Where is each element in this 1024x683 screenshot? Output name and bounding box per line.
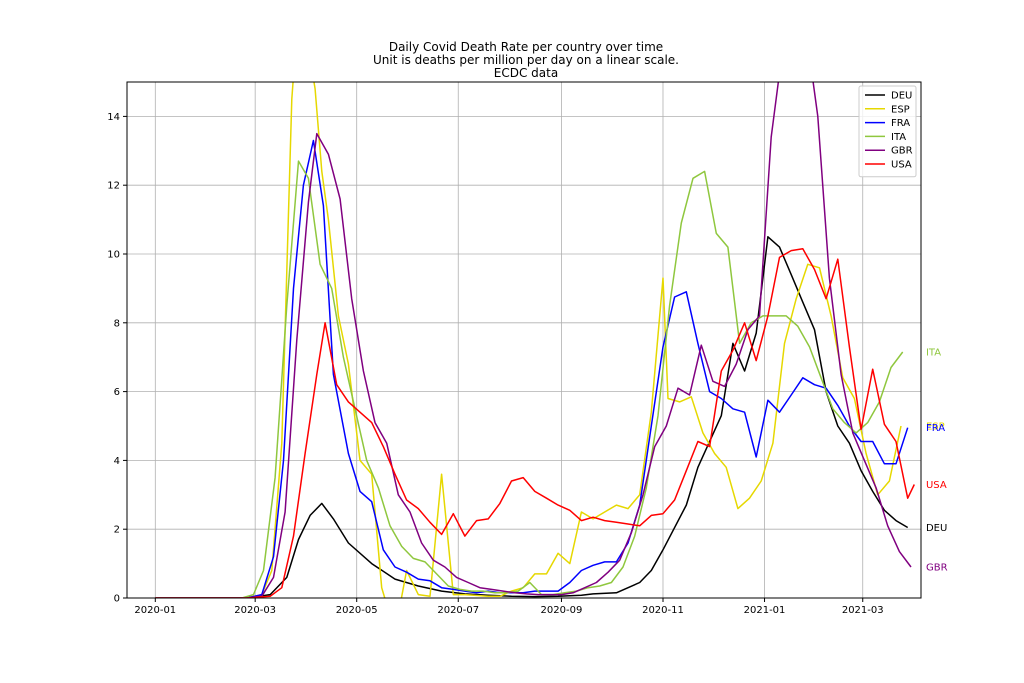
legend: DEU ESP FRA ITA GBR USA — [858, 85, 917, 178]
y-tick-label: 0 — [114, 594, 120, 605]
end-label-esp: ESP — [926, 422, 945, 433]
y-tick-label: 12 — [107, 181, 120, 192]
series-line-ita — [155, 160, 904, 598]
series-line-gbr — [155, 82, 912, 598]
x-tick-label: 2020-09 — [541, 605, 583, 616]
y-tick-label: 10 — [107, 250, 120, 261]
x-tick-label: 2020-01 — [134, 605, 176, 616]
end-label-deu: DEU — [926, 523, 947, 534]
chart-subtitle: Unit is deaths per million per day on a … — [373, 53, 679, 67]
legend-label-usa: USA — [891, 160, 912, 171]
end-label-gbr: GBR — [926, 563, 948, 574]
legend-label-esp: ESP — [891, 104, 910, 115]
legend-label-deu: DEU — [891, 91, 912, 102]
plot-frame — [126, 81, 922, 599]
x-tick-label: 2021-03 — [842, 605, 884, 616]
series-line-esp — [155, 82, 902, 598]
x-tick-label: 2021-01 — [744, 605, 786, 616]
y-tick-label: 14 — [107, 112, 120, 123]
y-tick-label: 6 — [114, 387, 120, 398]
x-tick-label: 2020-11 — [642, 605, 684, 616]
series-line-fra — [155, 139, 909, 598]
x-tick-label: 2020-07 — [437, 605, 479, 616]
axis-ticks: 0 2 4 6 8 10 12 14 2020-01 2020-03 2020-05 2020-07 2… — [107, 112, 883, 616]
series-line-usa — [155, 248, 915, 598]
legend-label-ita: ITA — [891, 132, 906, 143]
y-tick-label: 8 — [114, 318, 120, 329]
legend-label-gbr: GBR — [891, 146, 913, 157]
x-tick-label: 2020-03 — [234, 605, 276, 616]
legend-label-fra: FRA — [891, 118, 910, 129]
end-label-usa: USA — [926, 480, 947, 491]
end-label-fra: FRA — [926, 423, 945, 434]
y-tick-label: 2 — [114, 525, 120, 536]
chart-source: ECDC data — [494, 66, 558, 80]
y-tick-label: 4 — [114, 456, 120, 467]
x-tick-label: 2020-05 — [336, 605, 378, 616]
end-label-ita: ITA — [926, 348, 941, 359]
chart-title: Daily Covid Death Rate per country over … — [389, 40, 663, 54]
grid — [127, 82, 921, 599]
series-group — [155, 82, 915, 598]
series-line-deu — [155, 236, 909, 598]
